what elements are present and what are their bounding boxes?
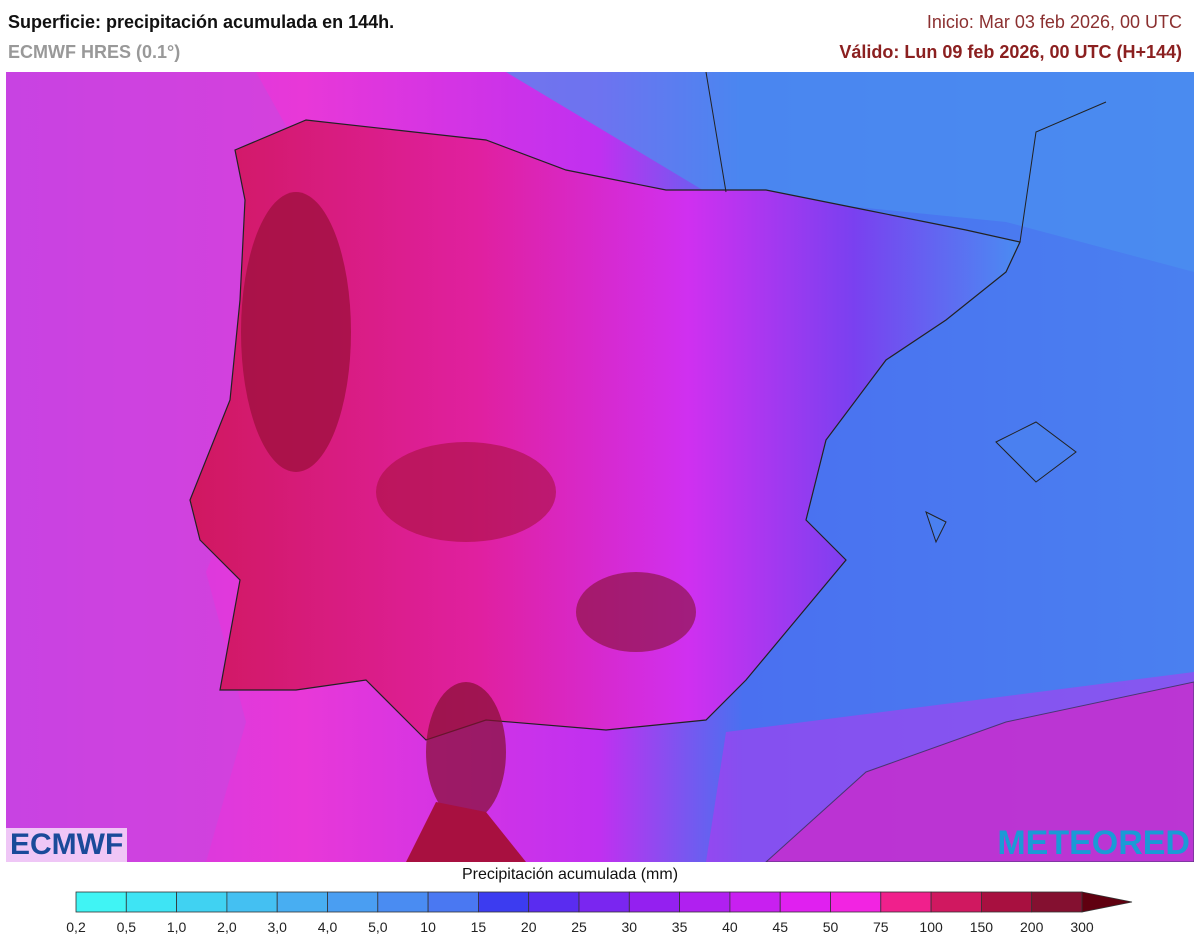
- legend-label: 15: [471, 919, 487, 935]
- color-swatch: [679, 891, 731, 913]
- color-swatch: [327, 891, 379, 913]
- legend-label: 200: [1020, 919, 1044, 935]
- color-swatch: [377, 891, 429, 913]
- map: [6, 72, 1194, 862]
- legend-label: 0,2: [66, 919, 86, 935]
- model-label: ECMWF HRES (0.1°): [8, 42, 181, 62]
- color-swatch: [427, 891, 479, 913]
- color-swatch: [176, 891, 228, 913]
- legend-label: 2,0: [217, 919, 237, 935]
- color-swatch: [981, 891, 1033, 913]
- color-swatch: [729, 891, 781, 913]
- color-swatch: [830, 891, 882, 913]
- legend-label: 5,0: [368, 919, 388, 935]
- legend-label: 20: [521, 919, 537, 935]
- color-swatch: [276, 891, 328, 913]
- legend-label: 25: [571, 919, 587, 935]
- color-swatch: [125, 891, 178, 913]
- color-arrow: [1081, 891, 1133, 913]
- ecmwf-logo: ECMWF: [6, 828, 128, 862]
- legend-label: 45: [772, 919, 788, 935]
- legend-label: 150: [970, 919, 994, 935]
- color-swatch: [628, 891, 680, 913]
- legend-label: 4,0: [318, 919, 338, 935]
- color-swatch: [477, 891, 530, 913]
- map-title: Superficie: precipitación acumulada en 1…: [8, 12, 395, 32]
- color-swatch: [528, 891, 580, 913]
- legend-label: 0,5: [117, 919, 137, 935]
- legend-label: 300: [1070, 919, 1094, 935]
- meteored-logo: METEORED: [997, 824, 1190, 862]
- legend-label: 50: [823, 919, 839, 935]
- color-swatch: [779, 891, 831, 913]
- color-swatch: [930, 891, 982, 913]
- legend-label: 30: [622, 919, 638, 935]
- color-swatch: [75, 891, 127, 913]
- color-swatch: [880, 891, 932, 913]
- legend-label: 40: [722, 919, 738, 935]
- legend-label: 3,0: [267, 919, 287, 935]
- color-swatch: [226, 891, 278, 913]
- legend-label: 1,0: [167, 919, 187, 935]
- legend-title: Precipitación acumulada (mm): [461, 866, 679, 883]
- colorbar: 0,2 0,5 1,0 2,0 3,0 4,0 5,0 10 15 20 25 30 35 40 45 50 7…: [66, 891, 1133, 935]
- valid-time: Válido: Lun 09 feb 2026, 00 UTC (H+144): [839, 42, 1182, 62]
- color-swatch: [578, 891, 630, 913]
- legend-label: 75: [873, 919, 889, 935]
- init-time: Inicio: Mar 03 feb 2026, 00 UTC: [926, 12, 1182, 32]
- color-swatch: [1031, 891, 1083, 913]
- legend-label: 10: [420, 919, 436, 935]
- legend-label: 35: [672, 919, 688, 935]
- legend-label: 100: [919, 919, 943, 935]
